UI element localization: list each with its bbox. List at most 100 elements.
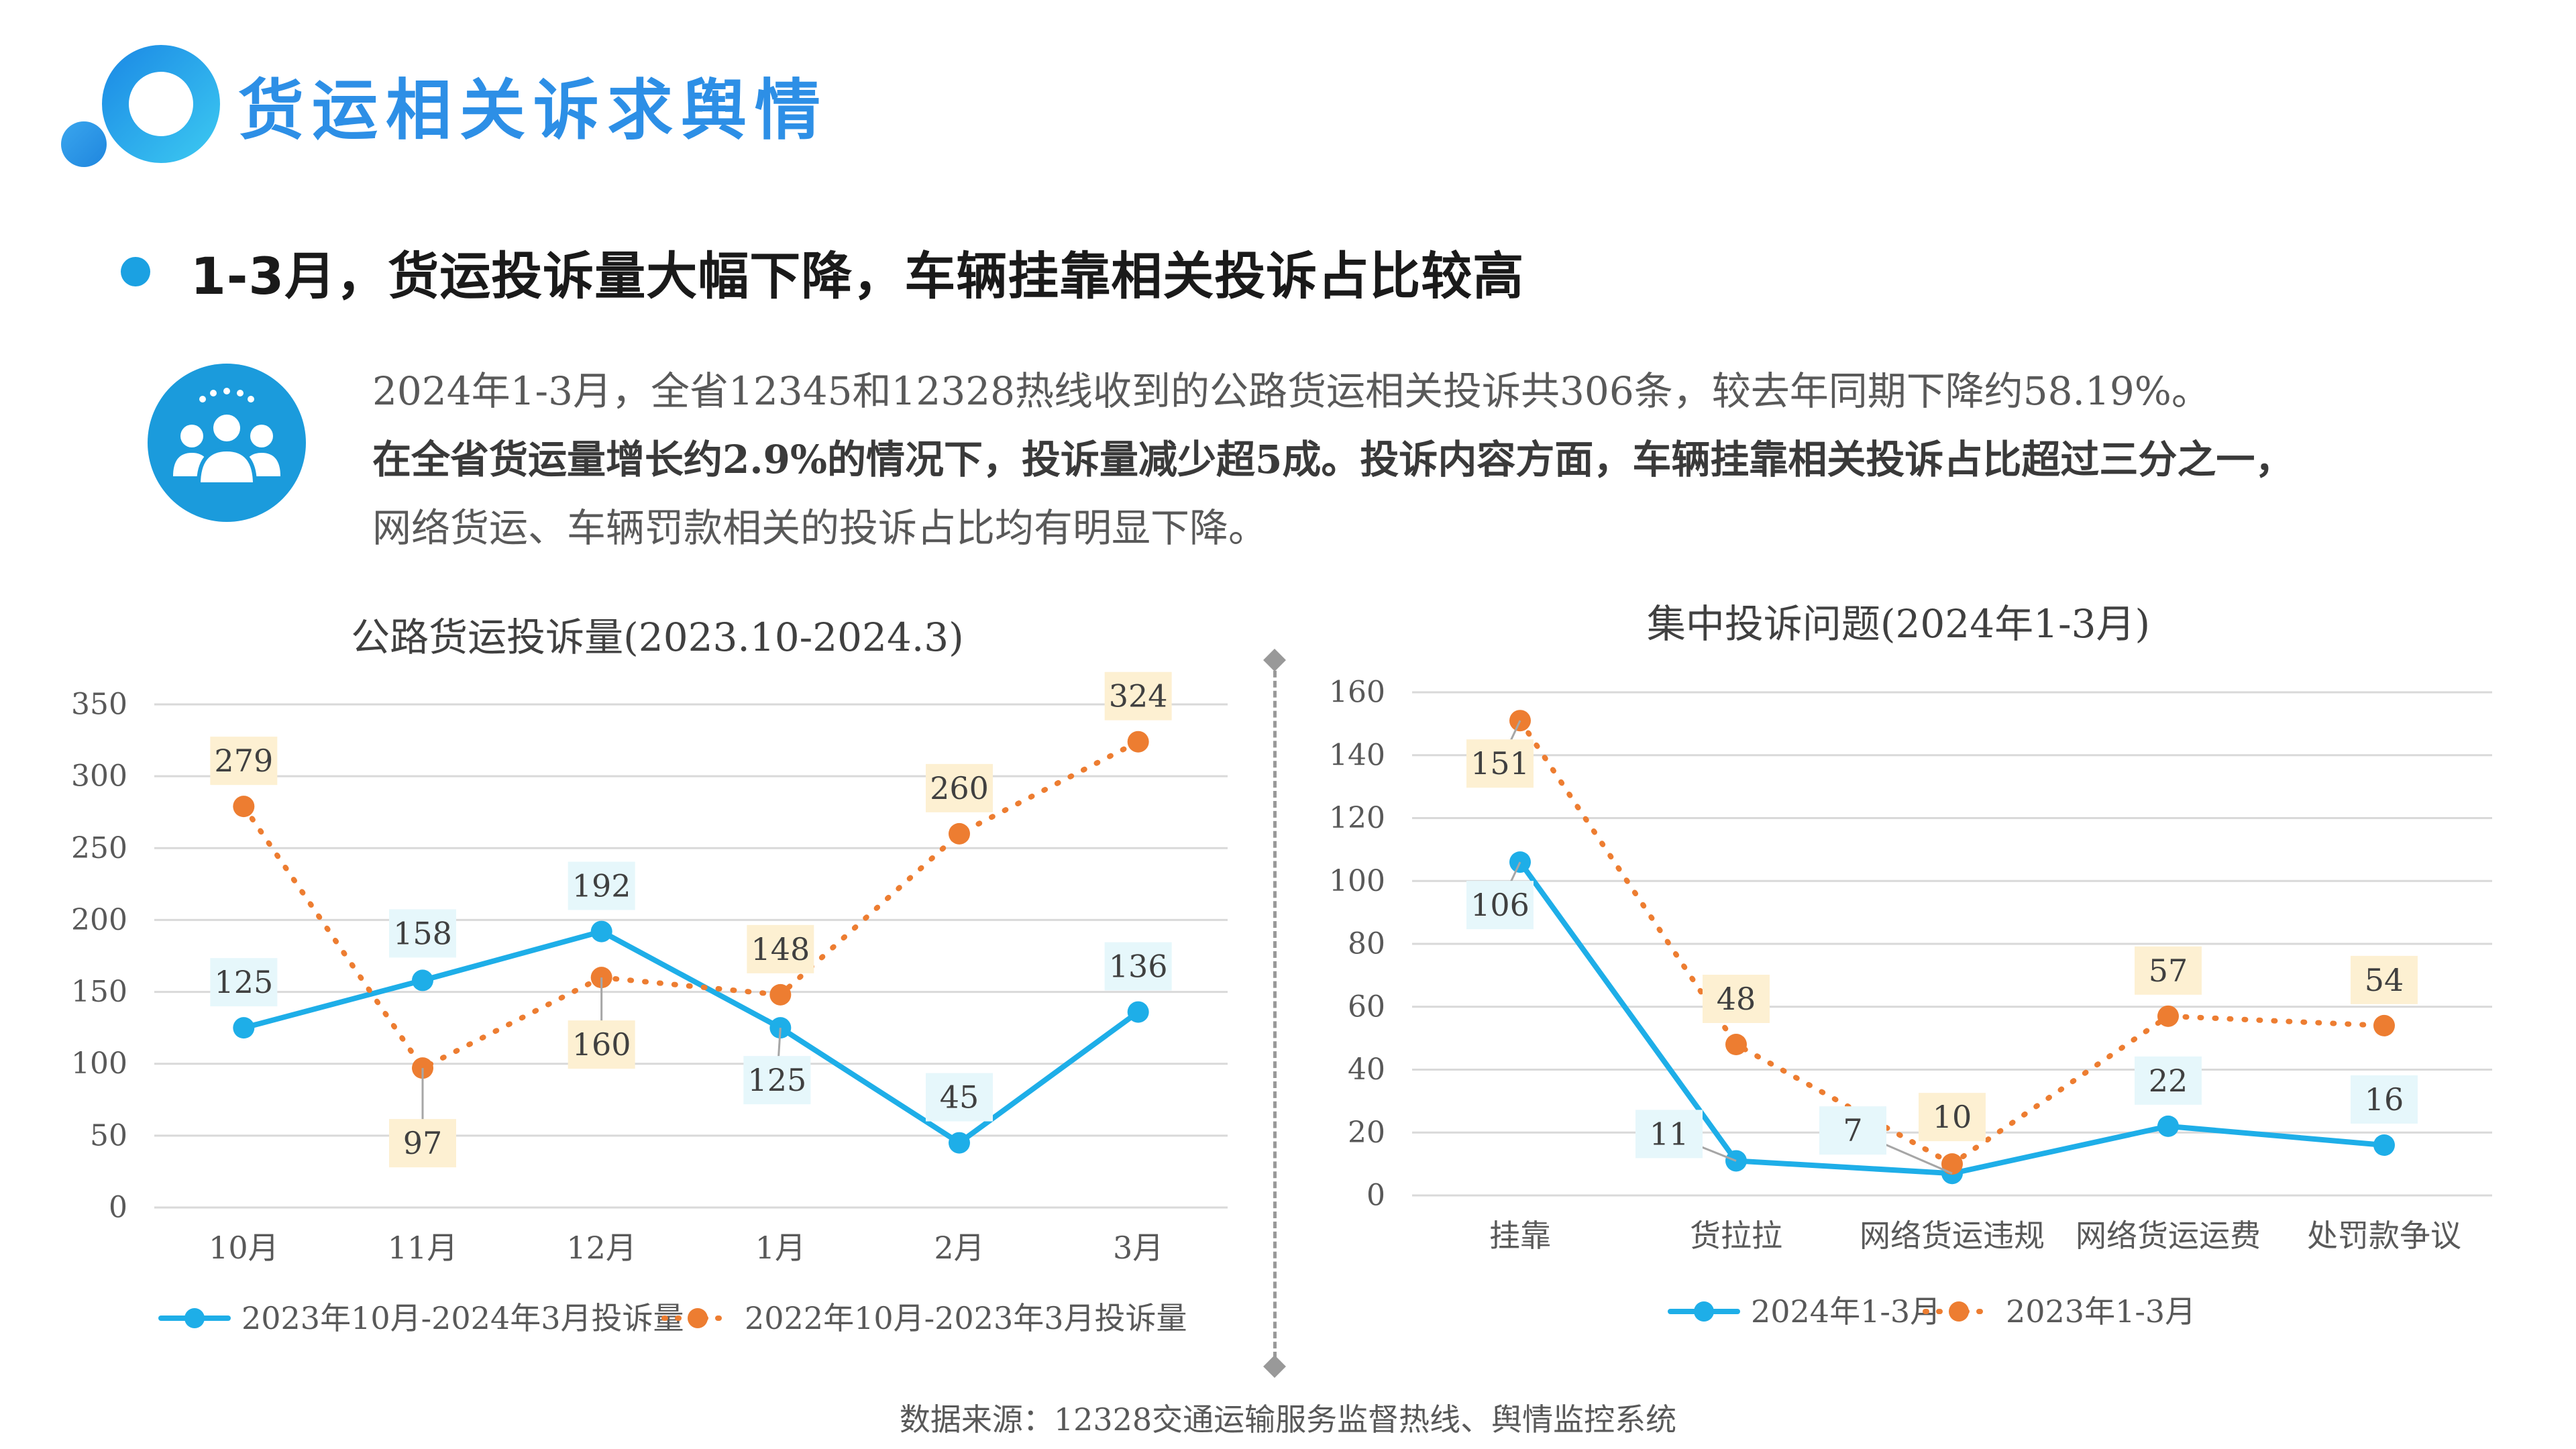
legend-swatch-marker [1949, 1301, 1969, 1322]
x-tick-label: 2月 [934, 1230, 984, 1266]
data-label-box [1635, 1110, 1703, 1159]
data-point-1 [590, 967, 612, 989]
y-tick-label: 20 [1348, 1116, 1385, 1150]
data-point-0 [412, 969, 433, 991]
divider-cap-bottom [1263, 1355, 1286, 1378]
legend-label: 2022年10月-2023年3月投诉量 [745, 1300, 1187, 1336]
data-point-0 [2373, 1134, 2395, 1156]
data-label: 136 [1109, 949, 1168, 985]
y-tick-label: 200 [71, 903, 127, 937]
y-tick-label: 50 [90, 1118, 127, 1152]
x-tick-label: 网络货运运费 [2076, 1218, 2261, 1254]
series-line-1 [241, 739, 1141, 1071]
data-label-box [2135, 1056, 2202, 1105]
data-point-1 [2373, 1014, 2395, 1036]
chart-title: 集中投诉问题(2024年1-3月) [1647, 601, 2150, 647]
data-label-box [1104, 942, 1172, 991]
headline-row: 1-3月，货运投诉量大幅下降，车辆挂靠相关投诉占比较高 [121, 235, 1524, 309]
complaints-trend-chart: 公路货运投诉量(2023.10-2024.3) 0 50 100 150 200 250 30… [71, 614, 1228, 1336]
legend-swatch-marker [688, 1308, 708, 1328]
data-label: 10 [1933, 1099, 1972, 1135]
data-point-1 [1941, 1153, 1963, 1175]
data-label: 158 [393, 915, 452, 951]
y-tick-label: 0 [1366, 1179, 1385, 1213]
data-label: 48 [1717, 981, 1756, 1017]
data-point-1 [1127, 731, 1149, 753]
data-point-1 [1725, 1034, 1747, 1055]
data-label-box [210, 958, 278, 1007]
y-tick-label: 0 [109, 1191, 127, 1225]
summary-text: 2024年1-3月，全省12345和12328热线收到的公路货运相关投诉共306… [372, 357, 2532, 562]
data-label: 160 [572, 1026, 631, 1063]
data-label: 279 [214, 743, 273, 779]
data-label-box [568, 1020, 635, 1069]
people-group-icon [148, 364, 306, 522]
data-label-box [210, 737, 278, 786]
data-point-0 [590, 920, 612, 943]
legend-swatch-marker [184, 1308, 205, 1328]
data-label-box [926, 763, 993, 812]
y-tick-label: 140 [1329, 738, 1385, 772]
data-label-box [568, 861, 635, 910]
data-point-0 [2157, 1115, 2179, 1137]
x-tick-label: 12月 [566, 1230, 637, 1266]
data-label-box [389, 1119, 456, 1168]
data-label: 54 [2365, 962, 2404, 998]
y-tick-label: 100 [71, 1046, 127, 1081]
data-label-box [1819, 1106, 1886, 1155]
data-point-0 [233, 1017, 255, 1039]
data-label: 57 [2149, 953, 2188, 989]
x-tick-label: 处罚款争议 [2307, 1218, 2461, 1254]
x-tick-label: 3月 [1113, 1230, 1163, 1266]
chart-title: 公路货运投诉量(2023.10-2024.3) [351, 614, 964, 660]
summary-line-1: 2024年1-3月，全省12345和12328热线收到的公路货运相关投诉共306… [372, 368, 2210, 414]
data-label-box [1466, 739, 1534, 788]
legend-swatch-marker [1694, 1301, 1714, 1322]
data-label-box [1703, 975, 1770, 1023]
data-label-box [1104, 672, 1172, 720]
data-label: 106 [1470, 887, 1529, 923]
data-label: 151 [1470, 745, 1529, 782]
data-label: 45 [940, 1079, 979, 1116]
data-point-1 [949, 822, 970, 845]
data-label-box [2351, 955, 2418, 1004]
data-label-box [2351, 1075, 2418, 1124]
x-tick-label: 10月 [209, 1230, 279, 1266]
data-label-box [747, 924, 814, 973]
data-label: 16 [2365, 1081, 2404, 1118]
y-tick-label: 60 [1348, 989, 1385, 1024]
y-tick-label: 250 [71, 831, 127, 865]
divider-cap-top [1263, 649, 1286, 672]
focus-issues-chart: 集中投诉问题(2024年1-3月) 0 20 40 60 80 100 120 140 160 挂靠… [1329, 601, 2492, 1330]
page-title: 货运相关诉求舆情 [238, 72, 829, 149]
data-point-1 [412, 1057, 433, 1079]
legend-label: 2023年10月-2024年3月投诉量 [241, 1300, 684, 1336]
x-tick-label: 货拉拉 [1690, 1218, 1782, 1254]
series-line-0 [241, 928, 1141, 1146]
data-label-box [389, 909, 456, 958]
y-tick-label: 300 [71, 759, 127, 794]
data-point-0 [949, 1132, 970, 1154]
data-source-note: 数据来源：12328交通运输服务监督热线、舆情监控系统 [899, 1401, 1677, 1438]
y-tick-label: 120 [1329, 801, 1385, 835]
data-label: 260 [930, 770, 989, 806]
data-label-box [2135, 946, 2202, 995]
y-tick-label: 150 [71, 975, 127, 1009]
data-label: 125 [214, 964, 273, 1000]
y-tick-label: 100 [1329, 864, 1385, 898]
legend-label: 2024年1-3月 [1751, 1293, 1941, 1330]
legend-label: 2023年1-3月 [2006, 1293, 2196, 1330]
data-label: 324 [1109, 678, 1168, 714]
chart-divider [1273, 661, 1277, 1358]
x-tick-label: 网络货运违规 [1860, 1218, 2045, 1254]
data-label: 22 [2149, 1063, 2188, 1099]
data-point-0 [1127, 1001, 1149, 1023]
x-tick-label: 1月 [755, 1230, 806, 1266]
headline: 1-3月，货运投诉量大幅下降，车辆挂靠相关投诉占比较高 [191, 246, 1525, 306]
y-tick-label: 40 [1348, 1053, 1385, 1087]
data-label-box [1919, 1093, 1986, 1142]
data-label: 148 [751, 931, 810, 967]
data-label: 125 [747, 1062, 806, 1098]
data-label-box [926, 1073, 993, 1122]
data-label: 97 [403, 1125, 443, 1161]
